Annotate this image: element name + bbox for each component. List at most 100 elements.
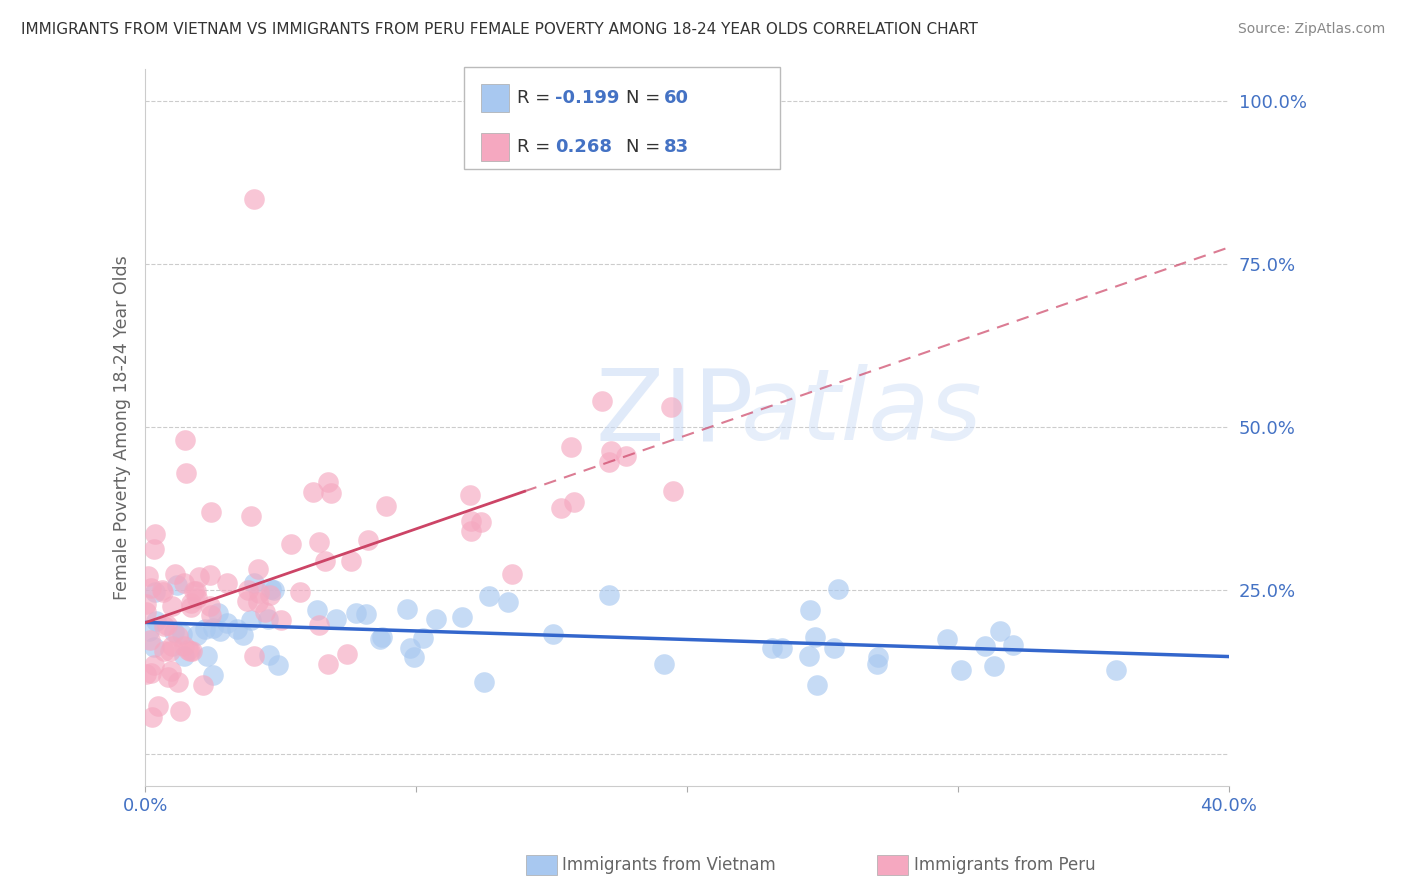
Point (770, 640, 793, 655)
Point (336, 648, 359, 662)
Point (226, 622, 249, 636)
Point (165, 567, 187, 582)
Point (235, 594, 257, 608)
Point (232, 628, 254, 642)
Text: N =: N = (626, 89, 665, 107)
Point (143, 527, 166, 541)
Point (257, 612, 280, 626)
Point (141, 710, 163, 724)
Point (143, 640, 166, 654)
Text: Source: ZipAtlas.com: Source: ZipAtlas.com (1237, 22, 1385, 37)
Point (242, 649, 264, 664)
Point (614, 449, 637, 463)
Point (183, 584, 205, 599)
Point (460, 514, 482, 528)
Point (166, 629, 188, 643)
Point (599, 443, 621, 458)
Point (496, 595, 519, 609)
Point (145, 614, 167, 628)
Point (370, 630, 392, 644)
Point (163, 624, 186, 639)
Text: Immigrants from Vietnam: Immigrants from Vietnam (562, 856, 776, 874)
Point (827, 582, 849, 596)
Point (501, 567, 523, 582)
Point (194, 622, 217, 636)
Point (823, 641, 845, 656)
Point (180, 600, 202, 615)
Point (305, 603, 328, 617)
Point (259, 588, 281, 602)
Point (308, 618, 330, 632)
Point (550, 500, 572, 515)
Point (177, 643, 200, 657)
Point (288, 585, 311, 599)
Point (186, 583, 208, 598)
Point (316, 475, 339, 489)
Point (267, 658, 290, 673)
Point (157, 670, 180, 684)
Point (238, 583, 260, 598)
Point (160, 640, 183, 654)
Point (160, 664, 183, 678)
Point (135, 605, 157, 619)
Text: IMMIGRANTS FROM VIETNAM VS IMMIGRANTS FROM PERU FEMALE POVERTY AMONG 18-24 YEAR : IMMIGRANTS FROM VIETNAM VS IMMIGRANTS FR… (21, 22, 979, 37)
Point (243, 575, 266, 590)
Point (202, 668, 225, 682)
Point (368, 632, 391, 647)
Point (139, 633, 162, 648)
Point (167, 675, 190, 690)
Point (173, 434, 195, 448)
Point (866, 657, 889, 672)
Point (195, 648, 218, 663)
Point (402, 649, 425, 664)
Point (242, 192, 264, 206)
Point (198, 599, 221, 613)
Point (591, 393, 613, 408)
Point (176, 466, 198, 480)
Point (806, 678, 828, 692)
Point (396, 602, 419, 616)
Point (988, 624, 1011, 639)
Point (425, 612, 447, 626)
Point (186, 591, 208, 605)
Text: R =: R = (517, 89, 557, 107)
Point (598, 588, 620, 602)
Point (200, 505, 222, 519)
Point (135, 666, 157, 681)
Point (270, 613, 292, 627)
Point (148, 699, 170, 714)
Point (143, 585, 166, 599)
Point (662, 483, 685, 498)
Text: -0.199: -0.199 (555, 89, 620, 107)
Point (173, 639, 195, 653)
Point (598, 455, 620, 469)
Point (173, 575, 195, 590)
Text: 0.268: 0.268 (555, 138, 613, 156)
Point (319, 486, 342, 500)
Point (160, 599, 183, 613)
Text: Immigrants from Peru: Immigrants from Peru (914, 856, 1095, 874)
Point (159, 644, 181, 658)
Point (198, 568, 221, 582)
Point (470, 515, 492, 529)
Point (173, 648, 195, 663)
Point (263, 583, 285, 598)
Point (354, 607, 377, 621)
Point (179, 644, 201, 658)
Text: ZIP: ZIP (595, 365, 754, 461)
Point (240, 508, 263, 523)
Point (460, 488, 482, 502)
Point (1105, 664, 1128, 678)
Point (340, 554, 363, 568)
Point (460, 524, 482, 538)
Point (136, 569, 159, 583)
Point (239, 613, 262, 627)
Point (152, 585, 174, 599)
Text: 60: 60 (664, 89, 689, 107)
Point (202, 621, 225, 635)
Point (180, 643, 202, 657)
Point (659, 400, 682, 414)
Point (983, 658, 1005, 673)
Point (138, 624, 160, 638)
Y-axis label: Female Poverty Among 18-24 Year Olds: Female Poverty Among 18-24 Year Olds (114, 255, 131, 599)
